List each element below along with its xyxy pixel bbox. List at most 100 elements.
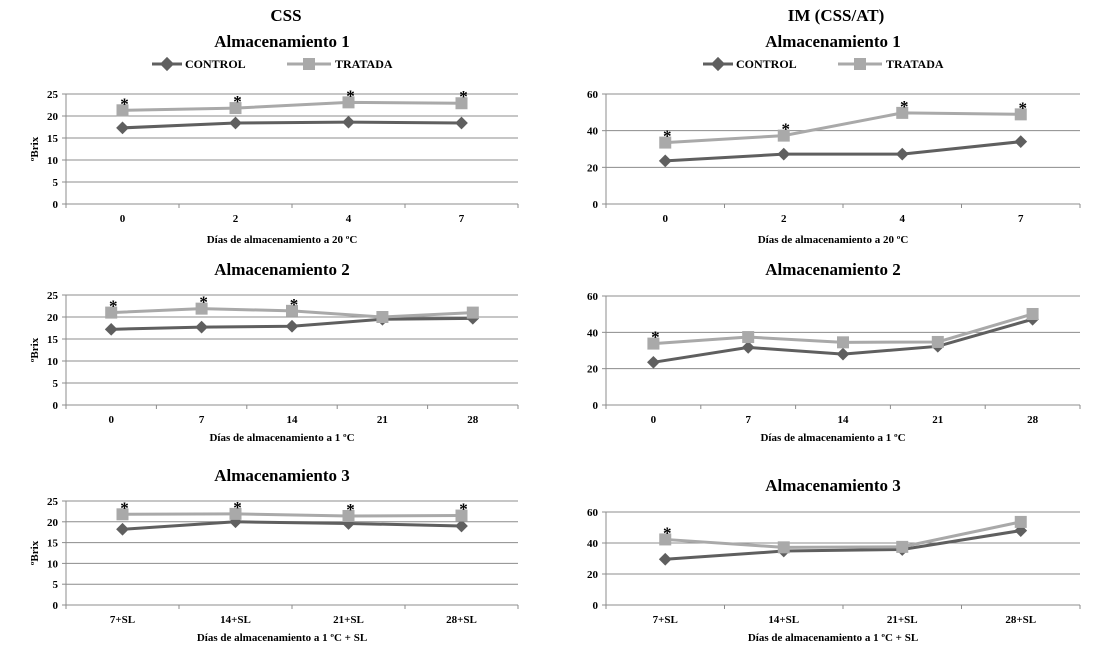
y-tick-label: 5 <box>53 177 59 189</box>
significance-star: * <box>233 92 242 111</box>
y-tick-label: 40 <box>587 538 599 550</box>
y-tick-label: 20 <box>587 364 599 376</box>
y-tick-label: 10 <box>47 155 59 167</box>
data-point-tratada <box>195 302 208 315</box>
data-point-tratada <box>376 311 389 323</box>
data-point-tratada <box>116 508 129 521</box>
data-point-control <box>658 154 672 168</box>
significance-star: * <box>459 87 468 106</box>
x-tick-label: 28 <box>1027 414 1039 426</box>
data-point-control <box>895 147 909 161</box>
legend: CONTROL TRATADA <box>152 56 393 72</box>
x-tick-label: 7 <box>1018 213 1024 225</box>
x-tick-label: 7+SL <box>110 614 135 626</box>
y-tick-label: 60 <box>587 291 599 303</box>
y-tick-label: 0 <box>53 199 59 211</box>
data-point-tratada <box>896 106 909 119</box>
chart-title: Almacenamiento 1 <box>765 32 901 51</box>
significance-star: * <box>233 498 242 517</box>
significance-star: * <box>346 86 355 105</box>
legend-label-control: CONTROL <box>736 57 797 71</box>
x-tick-label: 0 <box>663 213 669 225</box>
y-tick-label: 20 <box>47 111 59 123</box>
y-axis-title: ºBrix <box>29 540 41 565</box>
column-header-css: CSS <box>270 6 301 25</box>
chart-panel: Almacenamiento 3 0 5 10 15 20 25 7+SL 14+SL 21+SL… <box>29 466 519 644</box>
x-tick-label: 0 <box>120 213 126 225</box>
legend-marker-control <box>159 56 175 72</box>
data-point-control <box>658 552 672 566</box>
data-point-tratada <box>116 104 129 117</box>
data-point-tratada <box>837 336 849 349</box>
data-point-tratada <box>1014 108 1027 121</box>
data-point-tratada <box>659 533 672 546</box>
data-point-control <box>116 522 129 536</box>
x-tick-label: 4 <box>900 213 906 225</box>
x-tick-label: 7 <box>745 414 751 426</box>
data-point-tratada <box>659 136 672 149</box>
series-line-control <box>122 120 462 130</box>
data-point-tratada <box>229 102 242 115</box>
chart-title: Almacenamiento 2 <box>765 260 901 279</box>
series-line-tratada <box>665 111 1021 145</box>
legend-marker-tratada <box>303 58 315 70</box>
series-line-control <box>665 529 1021 561</box>
legend-marker-tratada <box>854 58 866 70</box>
data-point-tratada <box>931 335 944 348</box>
x-tick-label: 28+SL <box>1005 614 1036 626</box>
y-tick-label: 15 <box>47 538 59 550</box>
data-point-tratada <box>1026 307 1039 320</box>
legend: CONTROL TRATADA <box>703 56 944 72</box>
series-line-control <box>665 140 1021 163</box>
series-line-tratada <box>122 512 462 518</box>
column-header-im: IM (CSS/AT) <box>788 6 885 25</box>
y-axis-title: ºBrix <box>29 136 41 161</box>
data-point-control <box>104 322 118 336</box>
legend-label-tratada: TRATADA <box>335 57 393 71</box>
data-point-tratada <box>777 129 790 142</box>
chart-title: Almacenamiento 3 <box>214 466 350 485</box>
data-point-control <box>777 147 791 161</box>
significance-star: * <box>120 94 129 113</box>
data-point-tratada <box>647 337 660 350</box>
significance-star: * <box>290 295 299 314</box>
significance-star: * <box>663 523 672 542</box>
significance-star: * <box>199 293 208 312</box>
x-tick-label: 14 <box>287 414 299 426</box>
data-point-tratada <box>1014 515 1027 528</box>
significance-star: * <box>459 500 468 519</box>
data-point-tratada <box>105 306 118 319</box>
x-tick-label: 14+SL <box>220 614 251 626</box>
significance-star: * <box>1019 98 1028 117</box>
y-tick-label: 20 <box>47 517 59 529</box>
data-point-control <box>342 115 355 129</box>
chart-title: Almacenamiento 1 <box>214 32 350 51</box>
data-point-control <box>1014 135 1028 149</box>
legend-label-control: CONTROL <box>185 57 246 71</box>
y-axis-title: ºBrix <box>29 337 41 362</box>
data-point-control <box>116 121 129 135</box>
y-tick-label: 40 <box>587 126 599 138</box>
y-tick-label: 5 <box>53 579 59 591</box>
data-point-tratada <box>742 331 755 344</box>
x-tick-label: 0 <box>651 414 657 426</box>
y-tick-label: 0 <box>53 400 59 412</box>
data-point-tratada <box>455 509 468 522</box>
data-point-tratada <box>777 541 790 554</box>
significance-star: * <box>900 97 909 116</box>
significance-star: * <box>663 127 672 146</box>
y-tick-label: 15 <box>47 334 59 346</box>
y-tick-label: 60 <box>587 507 599 519</box>
series-line-tratada <box>122 100 462 112</box>
x-tick-label: 14+SL <box>768 614 799 626</box>
x-tick-label: 21+SL <box>333 614 364 626</box>
data-point-tratada <box>466 306 479 319</box>
x-tick-label: 2 <box>233 213 239 225</box>
y-tick-label: 25 <box>47 496 59 508</box>
x-tick-label: 4 <box>346 213 352 225</box>
significance-star: * <box>782 120 791 139</box>
y-tick-label: 15 <box>47 133 59 145</box>
data-point-control <box>195 320 208 334</box>
